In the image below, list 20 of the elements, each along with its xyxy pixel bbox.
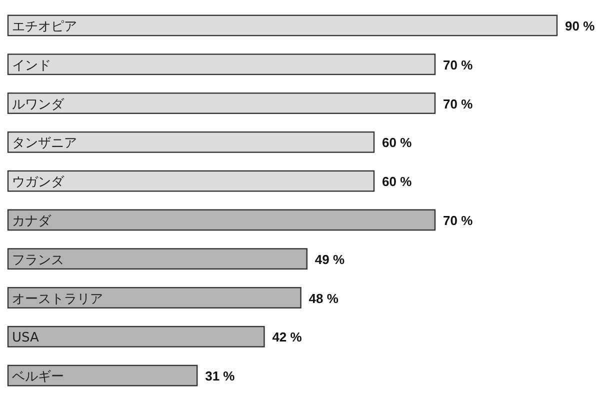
data-label: 42 %: [272, 330, 302, 345]
y-tick-label: ベルギー: [12, 370, 64, 385]
data-label: 60 %: [382, 135, 412, 150]
data-label: 90 %: [565, 18, 596, 34]
data-label: 31 %: [205, 368, 236, 384]
y-tick-label: ウガンダ: [12, 175, 65, 190]
data-label: 70 %: [443, 96, 474, 112]
y-tick-label: USA: [12, 330, 40, 346]
data-label: 48 %: [308, 290, 339, 306]
y-tick-label: オーストラリア: [12, 292, 103, 307]
y-tick-label: エチオピア: [12, 19, 77, 34]
data-label: 49 %: [314, 252, 345, 267]
data-label: 60 %: [382, 174, 412, 190]
y-tick-label: カナダ: [12, 214, 52, 229]
y-tick-label: タンザニア: [12, 136, 77, 152]
y-tick-label: フランス: [12, 252, 64, 268]
y-tick-label: ルワンダ: [12, 97, 65, 112]
data-label: 70 %: [443, 57, 474, 72]
y-tick-label: インド: [12, 58, 51, 74]
data-label: 70 %: [443, 212, 474, 228]
